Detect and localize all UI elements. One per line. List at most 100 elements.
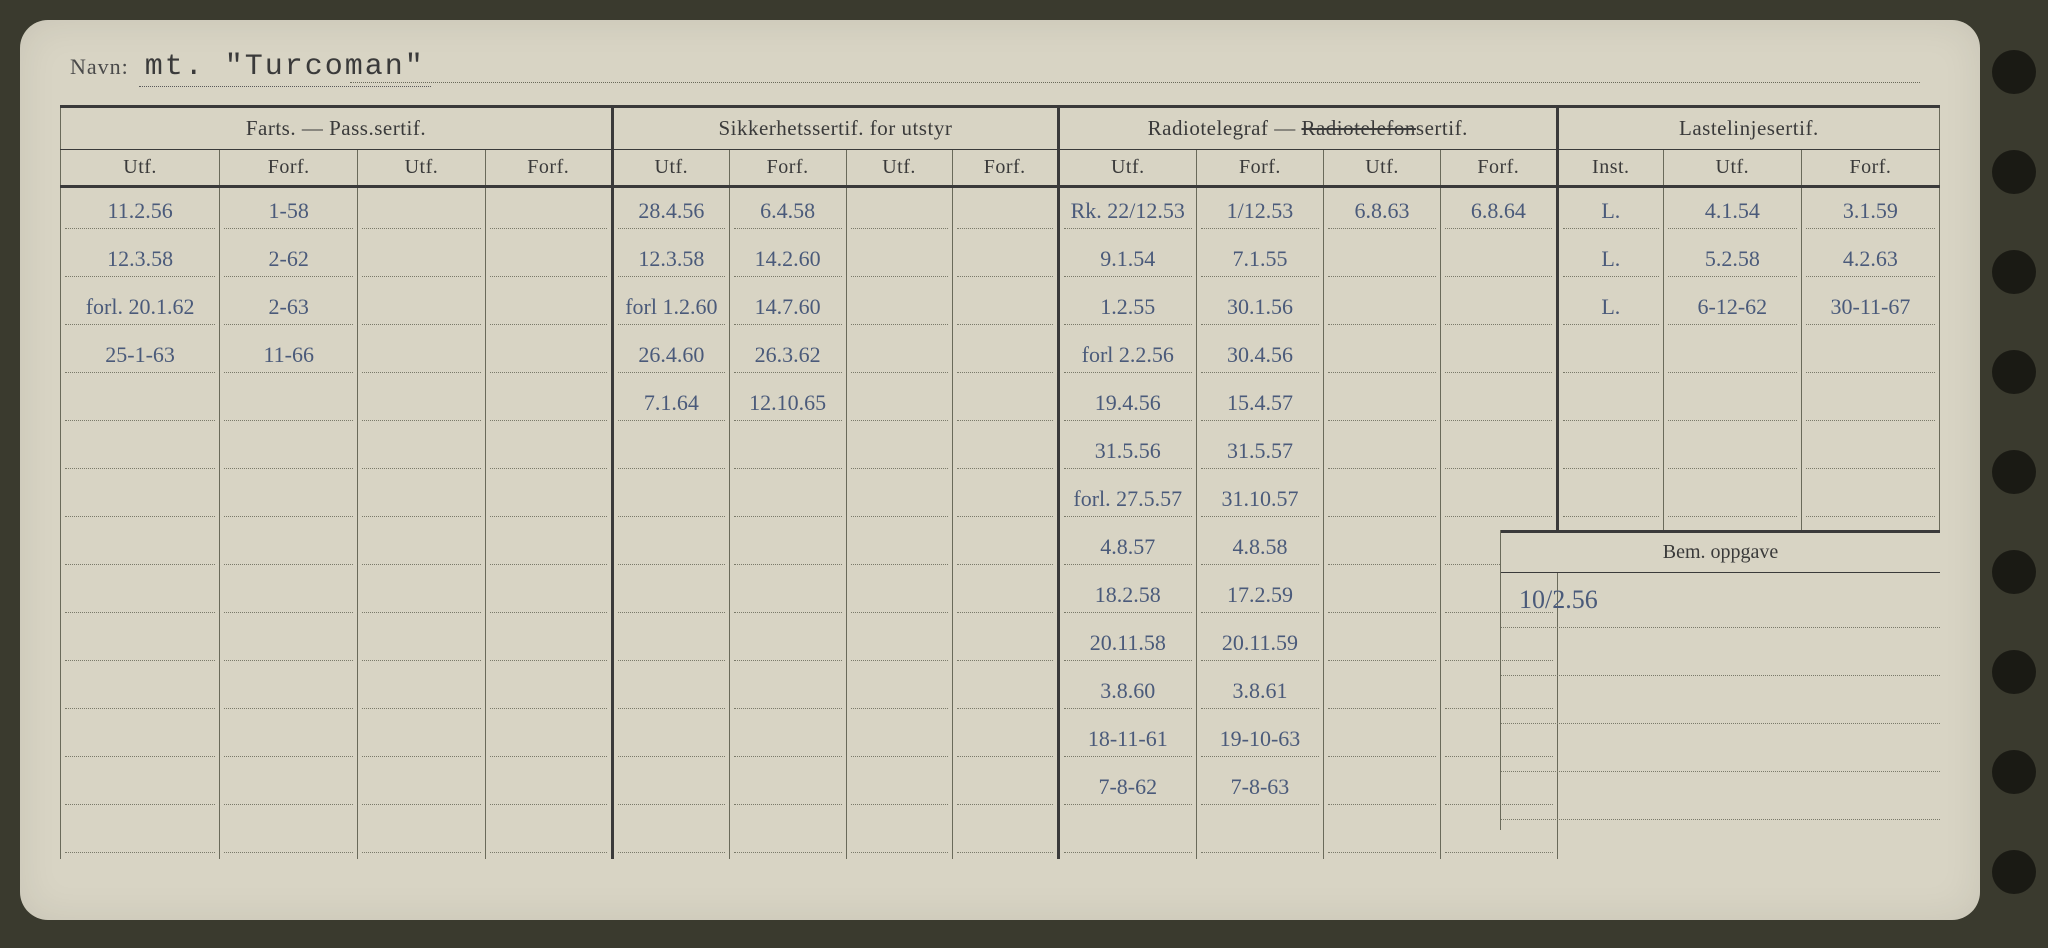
- cell: 1-58: [220, 187, 358, 235]
- cell: 14.7.60: [729, 283, 846, 331]
- cell: [612, 811, 729, 859]
- cell: [358, 715, 485, 763]
- cell: 2-63: [220, 283, 358, 331]
- cell: [220, 475, 358, 523]
- cell: [358, 763, 485, 811]
- cell: [729, 523, 846, 571]
- cell: 31.5.56: [1058, 427, 1196, 475]
- cell: [1663, 427, 1801, 475]
- table-row: 12.3.582-6212.3.5814.2.609.1.547.1.55L.5…: [61, 235, 1940, 283]
- cell: [485, 235, 612, 283]
- cell: 3.8.60: [1058, 667, 1196, 715]
- cell: 25-1-63: [61, 331, 220, 379]
- cell: [1324, 571, 1441, 619]
- cell: [846, 811, 952, 859]
- cell: [846, 187, 952, 235]
- cell: [358, 571, 485, 619]
- cell: L.: [1557, 235, 1663, 283]
- cell: [61, 763, 220, 811]
- cell: [612, 667, 729, 715]
- cell: [1440, 235, 1557, 283]
- bem-value: 10/2.56: [1501, 573, 1940, 628]
- cell: 12.3.58: [612, 235, 729, 283]
- cell: [1663, 331, 1801, 379]
- cell: [952, 619, 1058, 667]
- cell: [952, 379, 1058, 427]
- cell: 11.2.56: [61, 187, 220, 235]
- col-utf: Utf.: [358, 150, 485, 187]
- cell: 30.4.56: [1196, 331, 1323, 379]
- cell: [729, 427, 846, 475]
- col-utf: Utf.: [1058, 150, 1196, 187]
- cell: [1324, 523, 1441, 571]
- table-row: 11.2.561-5828.4.566.4.58Rk. 22/12.531/12…: [61, 187, 1940, 235]
- cell: 7.1.64: [612, 379, 729, 427]
- cell: [220, 667, 358, 715]
- col-utf: Utf.: [1324, 150, 1441, 187]
- punch-hole: [1992, 50, 2036, 94]
- cell: [952, 235, 1058, 283]
- cell: [1801, 379, 1939, 427]
- cell: [846, 667, 952, 715]
- cell: 12.3.58: [61, 235, 220, 283]
- cell: 17.2.59: [1196, 571, 1323, 619]
- cell: 11-66: [220, 331, 358, 379]
- cell: [846, 763, 952, 811]
- cell: [61, 811, 220, 859]
- cell: [220, 571, 358, 619]
- cell: 28.4.56: [612, 187, 729, 235]
- cell: [1324, 283, 1441, 331]
- radio-plain: Radiotelegraf —: [1148, 116, 1302, 140]
- cell: [846, 235, 952, 283]
- table-row: forl. 27.5.5731.10.57: [61, 475, 1940, 523]
- cell: 26.3.62: [729, 331, 846, 379]
- index-card: Navn: mt. "Turcoman" Farts. — Pass.serti…: [20, 20, 1980, 920]
- cell: 20.11.58: [1058, 619, 1196, 667]
- cell: [1557, 427, 1663, 475]
- cell: [952, 715, 1058, 763]
- cell: 1.2.55: [1058, 283, 1196, 331]
- cell: [358, 283, 485, 331]
- cell: 4.8.58: [1196, 523, 1323, 571]
- cell: [952, 523, 1058, 571]
- bem-blank-row: [1501, 676, 1940, 724]
- cell: 7-8-62: [1058, 763, 1196, 811]
- cell: 6.8.64: [1440, 187, 1557, 235]
- cell: [358, 667, 485, 715]
- cell: [1440, 283, 1557, 331]
- cell: [1557, 379, 1663, 427]
- cell: Rk. 22/12.53: [1058, 187, 1196, 235]
- cell: [612, 427, 729, 475]
- cell: [1324, 715, 1441, 763]
- navn-label: Navn:: [70, 54, 129, 80]
- cell: 4.2.63: [1801, 235, 1939, 283]
- cell: [952, 283, 1058, 331]
- cell: [729, 763, 846, 811]
- cell: [358, 475, 485, 523]
- col-forf: Forf.: [485, 150, 612, 187]
- cell: 26.4.60: [612, 331, 729, 379]
- col-utf: Utf.: [1663, 150, 1801, 187]
- bem-title: Bem. oppgave: [1501, 530, 1940, 573]
- bem-blank-row: [1501, 628, 1940, 676]
- cell: 3.8.61: [1196, 667, 1323, 715]
- cell: [846, 427, 952, 475]
- cell: [485, 283, 612, 331]
- cell: [846, 475, 952, 523]
- cell: [61, 475, 220, 523]
- col-utf: Utf.: [612, 150, 729, 187]
- cell: [485, 475, 612, 523]
- cell: [1663, 475, 1801, 523]
- subheader-row: Utf. Forf. Utf. Forf. Utf. Forf. Utf. Fo…: [61, 150, 1940, 187]
- cell: [1324, 667, 1441, 715]
- cell: 6.8.63: [1324, 187, 1441, 235]
- cell: 7.1.55: [1196, 235, 1323, 283]
- punch-hole: [1992, 250, 2036, 294]
- cell: [952, 187, 1058, 235]
- cell: 14.2.60: [729, 235, 846, 283]
- cell: [220, 427, 358, 475]
- cell: forl. 20.1.62: [61, 283, 220, 331]
- cell: [729, 667, 846, 715]
- section-farts: Farts. — Pass.sertif.: [61, 107, 613, 150]
- cell: [1663, 379, 1801, 427]
